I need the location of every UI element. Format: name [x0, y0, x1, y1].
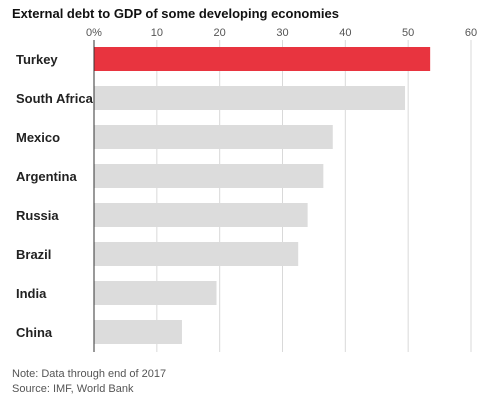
bar-mexico	[94, 125, 333, 149]
x-tick-label-0: 0%	[86, 27, 102, 39]
chart-source: Source: IMF, World Bank	[12, 383, 134, 395]
category-label-brazil: Brazil	[16, 247, 51, 262]
category-label-turkey: Turkey	[16, 52, 58, 67]
x-tick-label-50: 50	[402, 27, 414, 39]
x-axis-ticks: 0% 10 20 30 40 50 60	[86, 27, 477, 39]
bar-chart: 0% 10 20 30 40 50 60 Turkey South Africa Mexico A…	[16, 27, 477, 352]
x-tick-label-60: 60	[465, 27, 477, 39]
category-label-argentina: Argentina	[16, 169, 77, 184]
category-label-russia: Russia	[16, 208, 59, 223]
x-tick-label-40: 40	[339, 27, 351, 39]
bar-brazil	[94, 242, 299, 266]
category-label-india: India	[16, 286, 47, 301]
chart-title: External debt to GDP of some developing …	[12, 6, 339, 21]
bar-russia	[94, 203, 308, 227]
category-label-mexico: Mexico	[16, 130, 60, 145]
chart-note: Note: Data through end of 2017	[12, 368, 167, 380]
category-labels: Turkey South Africa Mexico Argentina Russia B…	[16, 52, 94, 340]
bar-china	[94, 320, 182, 344]
bar-argentina	[94, 164, 324, 188]
category-label-south-africa: South Africa	[16, 91, 94, 106]
bars	[94, 47, 431, 344]
x-tick-label-10: 10	[151, 27, 163, 39]
x-tick-label-30: 30	[276, 27, 288, 39]
bar-south-africa	[94, 86, 406, 110]
x-tick-label-20: 20	[214, 27, 226, 39]
bar-india	[94, 281, 217, 305]
bar-turkey	[94, 47, 431, 71]
category-label-china: China	[16, 325, 53, 340]
